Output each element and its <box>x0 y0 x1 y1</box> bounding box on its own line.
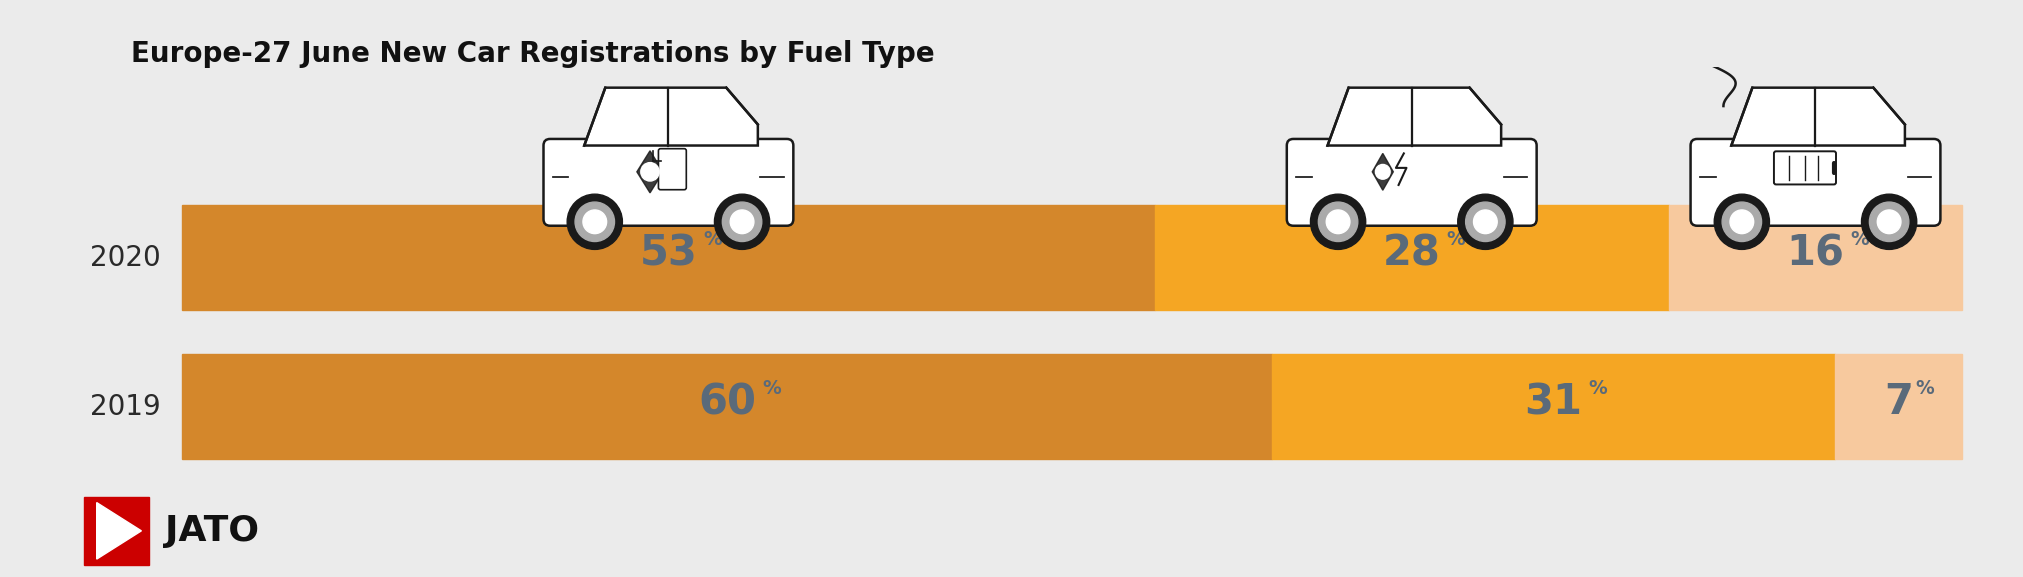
Bar <box>182 354 1272 459</box>
Text: 60: 60 <box>698 381 757 423</box>
Circle shape <box>1311 194 1366 249</box>
FancyBboxPatch shape <box>657 149 686 190</box>
FancyBboxPatch shape <box>1691 139 1940 226</box>
Polygon shape <box>585 88 759 145</box>
Polygon shape <box>97 503 142 559</box>
Circle shape <box>1327 210 1349 234</box>
Text: 16: 16 <box>1786 232 1845 274</box>
Bar <box>1272 354 1835 459</box>
Text: o: o <box>1863 265 1871 279</box>
Text: 2020: 2020 <box>89 243 160 272</box>
Text: 7: 7 <box>1883 381 1914 423</box>
Circle shape <box>1877 210 1902 234</box>
Circle shape <box>722 202 763 242</box>
Text: %: % <box>1446 230 1465 249</box>
Polygon shape <box>1732 88 1906 145</box>
Circle shape <box>575 202 615 242</box>
Text: 2019: 2019 <box>89 392 160 421</box>
Circle shape <box>641 163 659 181</box>
FancyBboxPatch shape <box>83 497 150 565</box>
FancyBboxPatch shape <box>1287 139 1537 226</box>
Text: o: o <box>1928 414 1936 429</box>
Circle shape <box>1459 194 1513 249</box>
Text: o: o <box>1600 414 1610 429</box>
Circle shape <box>1869 202 1910 242</box>
Text: %: % <box>1588 379 1608 398</box>
Bar <box>1669 205 1962 310</box>
Circle shape <box>1319 202 1357 242</box>
Text: o: o <box>1459 265 1469 279</box>
Circle shape <box>566 194 623 249</box>
Text: 31: 31 <box>1525 381 1582 423</box>
FancyBboxPatch shape <box>1774 151 1837 185</box>
Text: 28: 28 <box>1384 232 1440 274</box>
Polygon shape <box>1327 88 1501 145</box>
Text: %: % <box>1916 379 1934 398</box>
Text: 53: 53 <box>639 232 698 274</box>
FancyBboxPatch shape <box>544 139 793 226</box>
Text: o: o <box>775 414 783 429</box>
Circle shape <box>714 194 769 249</box>
Text: %: % <box>763 379 781 398</box>
Circle shape <box>1713 194 1770 249</box>
Text: %: % <box>1851 230 1869 249</box>
Circle shape <box>1861 194 1916 249</box>
Text: JATO: JATO <box>166 514 259 548</box>
Text: Europe-27 June New Car Registrations by Fuel Type: Europe-27 June New Car Registrations by … <box>131 40 935 69</box>
Bar <box>1835 354 1962 459</box>
Circle shape <box>1376 164 1390 179</box>
Circle shape <box>730 210 755 234</box>
Circle shape <box>1473 210 1497 234</box>
Text: %: % <box>704 230 722 249</box>
Polygon shape <box>637 151 664 193</box>
Circle shape <box>1465 202 1505 242</box>
Circle shape <box>583 210 607 234</box>
Text: o: o <box>716 265 724 279</box>
Circle shape <box>1722 202 1762 242</box>
Polygon shape <box>1372 153 1394 190</box>
Circle shape <box>1730 210 1754 234</box>
Bar <box>182 205 1155 310</box>
Bar <box>1155 205 1669 310</box>
